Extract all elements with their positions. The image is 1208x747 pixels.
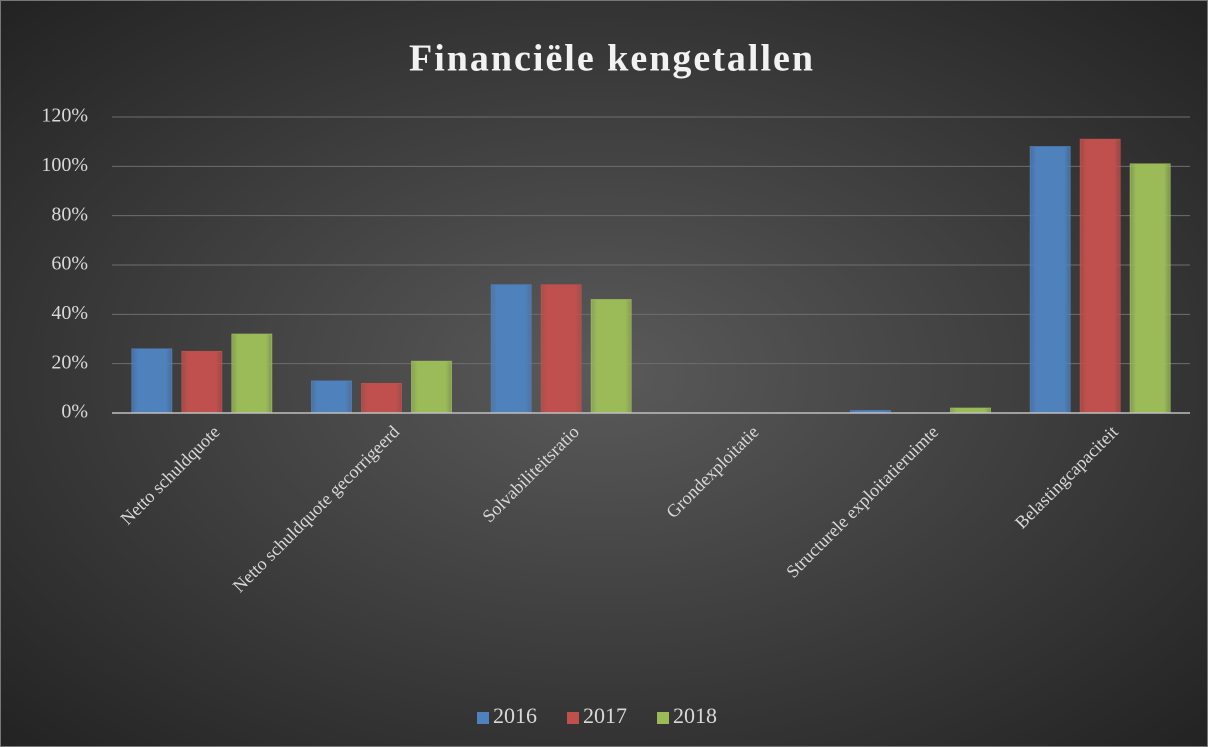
- bar: [1129, 163, 1171, 414]
- bar: [1079, 138, 1121, 414]
- bar: [131, 348, 173, 414]
- legend-label: 2016: [493, 703, 537, 728]
- y-tick-label: 0%: [61, 401, 88, 423]
- bar: [540, 284, 582, 414]
- bar: [231, 333, 273, 414]
- legend-swatch: [477, 712, 489, 724]
- y-tick-label: 20%: [51, 351, 88, 373]
- y-tick-label: 40%: [51, 302, 88, 324]
- y-tick-label: 80%: [51, 203, 88, 225]
- bar: [590, 299, 632, 414]
- bar: [1029, 146, 1071, 414]
- bar: [361, 382, 402, 414]
- bar: [490, 284, 532, 414]
- chart-title: Financiële kengetallen: [409, 38, 815, 80]
- y-tick-label: 120%: [41, 105, 88, 127]
- legend-swatch: [657, 712, 669, 724]
- legend-swatch: [567, 712, 579, 724]
- bar: [181, 350, 223, 414]
- legend-label: 2017: [583, 703, 627, 728]
- legend-label: 2018: [673, 703, 717, 728]
- bar: [311, 380, 352, 414]
- y-tick-label: 100%: [41, 154, 88, 176]
- y-tick-label: 60%: [51, 253, 88, 275]
- bar: [411, 360, 452, 414]
